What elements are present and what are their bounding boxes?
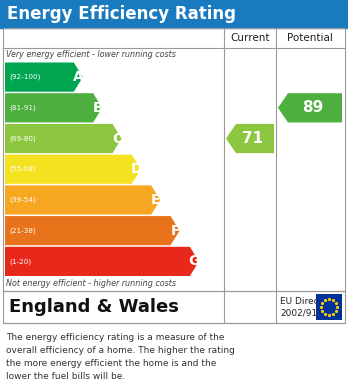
Text: D: D — [130, 162, 142, 176]
Text: Potential: Potential — [287, 33, 333, 43]
Text: The energy efficiency rating is a measure of the
overall efficiency of a home. T: The energy efficiency rating is a measur… — [6, 333, 235, 381]
Polygon shape — [5, 247, 199, 276]
Text: Very energy efficient - lower running costs: Very energy efficient - lower running co… — [6, 50, 176, 59]
Text: (55-68): (55-68) — [9, 166, 36, 172]
Text: 89: 89 — [302, 100, 324, 115]
Text: Energy Efficiency Rating: Energy Efficiency Rating — [7, 5, 236, 23]
Text: (69-80): (69-80) — [9, 135, 36, 142]
Polygon shape — [5, 155, 141, 184]
Polygon shape — [226, 124, 274, 153]
Polygon shape — [278, 93, 342, 122]
Text: G: G — [189, 255, 200, 268]
Bar — [3, 28, 345, 291]
Text: (81-91): (81-91) — [9, 104, 36, 111]
Polygon shape — [5, 216, 180, 245]
Bar — [0, 0, 348, 28]
Polygon shape — [5, 185, 160, 215]
Text: C: C — [112, 131, 122, 145]
Text: E: E — [151, 193, 160, 207]
Bar — [3, 291, 345, 323]
Text: Not energy efficient - higher running costs: Not energy efficient - higher running co… — [6, 279, 176, 288]
Text: (1-20): (1-20) — [9, 258, 31, 265]
Text: 71: 71 — [243, 131, 263, 146]
Text: Current: Current — [230, 33, 270, 43]
Text: A: A — [73, 70, 84, 84]
Text: (92-100): (92-100) — [9, 74, 40, 81]
Text: EU Directive
2002/91/EC: EU Directive 2002/91/EC — [280, 297, 336, 317]
Text: B: B — [92, 101, 103, 115]
Polygon shape — [5, 63, 83, 92]
Text: F: F — [170, 224, 180, 238]
Text: (39-54): (39-54) — [9, 197, 36, 203]
Text: England & Wales: England & Wales — [9, 298, 179, 316]
Polygon shape — [5, 93, 102, 122]
Bar — [316, 294, 342, 320]
Polygon shape — [5, 124, 121, 153]
Text: (21-38): (21-38) — [9, 228, 36, 234]
